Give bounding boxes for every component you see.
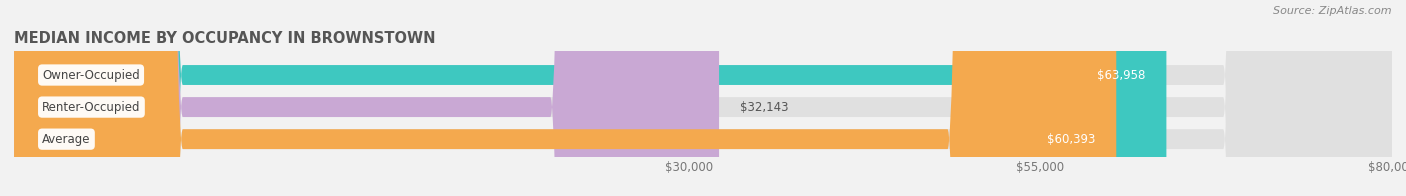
FancyBboxPatch shape: [14, 0, 1392, 196]
Text: MEDIAN INCOME BY OCCUPANCY IN BROWNSTOWN: MEDIAN INCOME BY OCCUPANCY IN BROWNSTOWN: [14, 31, 436, 46]
FancyBboxPatch shape: [14, 0, 1392, 196]
FancyBboxPatch shape: [14, 0, 1392, 196]
Text: Source: ZipAtlas.com: Source: ZipAtlas.com: [1274, 6, 1392, 16]
FancyBboxPatch shape: [14, 0, 1167, 196]
FancyBboxPatch shape: [14, 0, 718, 196]
Text: Renter-Occupied: Renter-Occupied: [42, 101, 141, 114]
Text: $60,393: $60,393: [1047, 133, 1095, 146]
Text: Owner-Occupied: Owner-Occupied: [42, 69, 141, 82]
FancyBboxPatch shape: [14, 0, 1116, 196]
Text: Average: Average: [42, 133, 90, 146]
Text: $32,143: $32,143: [740, 101, 789, 114]
Text: $63,958: $63,958: [1097, 69, 1146, 82]
